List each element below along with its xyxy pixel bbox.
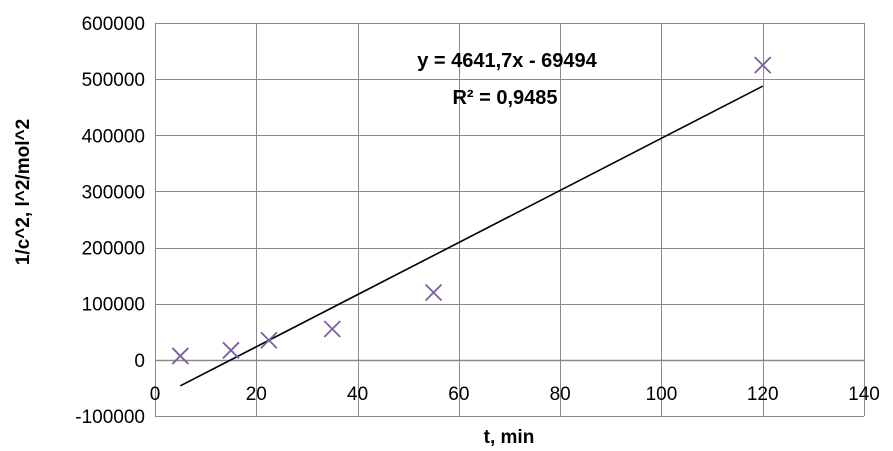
grid-layer <box>155 23 865 417</box>
x-tick-label: 140 <box>848 384 880 405</box>
trendline <box>179 85 764 387</box>
y-tick-label: 0 <box>134 351 145 372</box>
x-tick-label: 40 <box>347 384 368 405</box>
data-point-marker <box>171 347 189 365</box>
y-tick-label: 200000 <box>82 239 145 260</box>
x-tick-label: 0 <box>150 384 161 405</box>
r-squared-label: R² = 0,9485 <box>452 87 557 109</box>
tick-labels: -100000010000020000030000040000050000060… <box>75 14 880 428</box>
data-point-marker <box>222 341 240 359</box>
trendline-equation: y = 4641,7x - 69494 <box>417 50 597 72</box>
x-tick-label: 60 <box>448 384 469 405</box>
y-tick-label: 300000 <box>82 182 145 203</box>
axis-layer <box>155 359 865 367</box>
x-tick-label: 120 <box>747 384 779 405</box>
data-point-marker <box>424 283 443 302</box>
y-axis-title: 1/c^2, l^2/mol^2 <box>13 119 34 265</box>
data-point-marker <box>323 320 341 338</box>
y-tick-label: 600000 <box>82 14 145 35</box>
y-tick-label: 400000 <box>82 126 145 147</box>
data-markers <box>171 56 772 365</box>
y-tick-label: -100000 <box>75 407 145 428</box>
x-tick-label: 100 <box>646 384 678 405</box>
data-point-marker <box>754 56 772 74</box>
y-tick-label: 100000 <box>82 295 145 316</box>
y-tick-label: 500000 <box>82 70 145 91</box>
x-tick-label: 20 <box>246 384 267 405</box>
trendline-layer <box>179 85 764 387</box>
x-tick-label: 80 <box>550 384 571 405</box>
x-axis-title: t, min <box>484 427 535 448</box>
axis-titles: t, min 1/c^2, l^2/mol^2 <box>13 119 534 448</box>
annotation-layer: y = 4641,7x - 69494 R² = 0,9485 <box>417 50 597 109</box>
data-point-marker <box>260 331 278 349</box>
